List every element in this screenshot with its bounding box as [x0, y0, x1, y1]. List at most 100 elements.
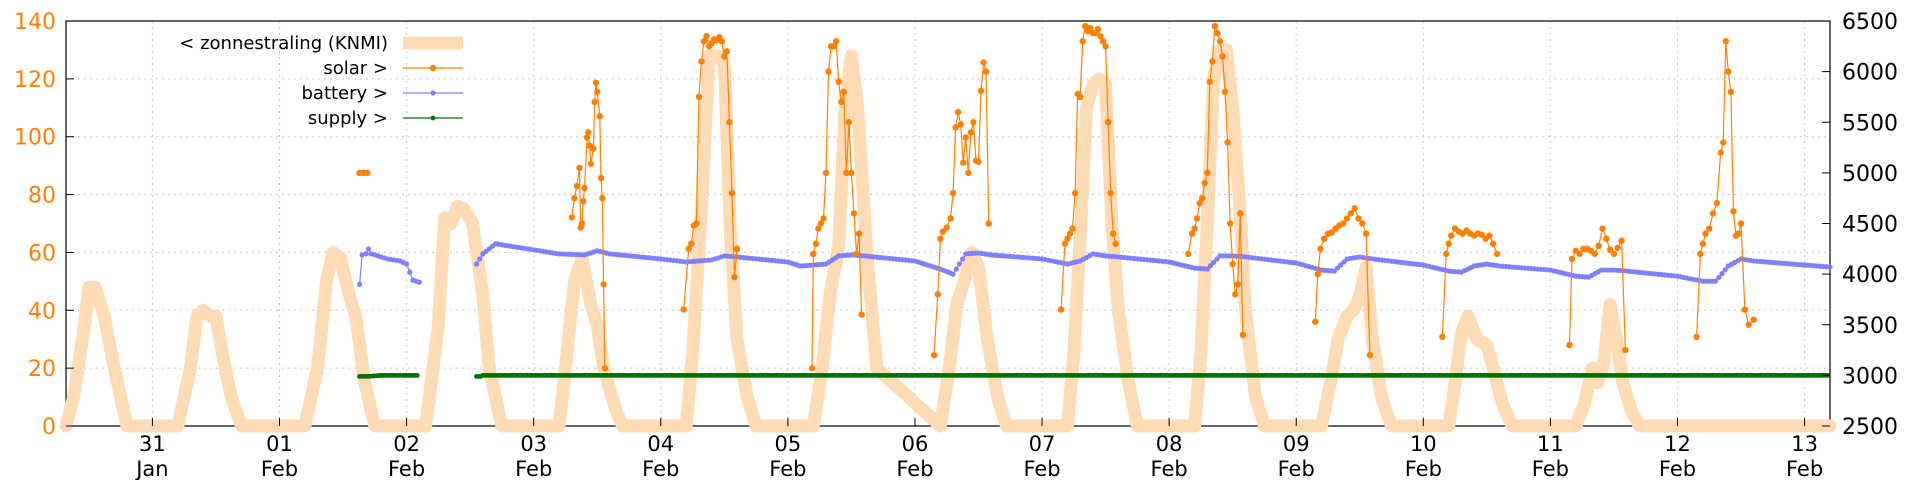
battery-point — [1207, 263, 1214, 269]
battery-point — [363, 251, 369, 257]
solar-point — [733, 245, 741, 253]
solar-point — [600, 281, 607, 288]
legend-swatch-point — [430, 90, 436, 96]
solar-point — [1439, 333, 1446, 341]
solar-point — [1206, 78, 1214, 85]
solar-line — [1187, 25, 1244, 335]
battery-point — [1722, 267, 1728, 273]
solar-point — [590, 145, 597, 152]
solar-point — [731, 273, 738, 281]
solar-point — [581, 184, 588, 192]
x-tick-day: 13 — [1791, 432, 1818, 456]
solar-point — [568, 214, 576, 221]
left-tick-label: 40 — [28, 299, 56, 324]
solar-point — [599, 194, 606, 202]
solar-point — [685, 245, 692, 253]
right-tick-label: 3500 — [1842, 314, 1898, 339]
solar-point — [845, 119, 853, 126]
x-tick-month: Feb — [1278, 457, 1315, 480]
solar-point — [1493, 250, 1501, 258]
x-tick-month: Feb — [1532, 457, 1569, 480]
solar-point — [1064, 235, 1071, 242]
solar-point — [1693, 333, 1700, 341]
solar-point — [1343, 215, 1351, 222]
right-tick-label: 4000 — [1842, 263, 1898, 288]
solar-point — [1196, 200, 1203, 207]
battery-point — [1713, 278, 1719, 284]
solar-point — [576, 164, 583, 172]
solar-point — [967, 129, 975, 136]
solar-point — [1566, 341, 1573, 349]
solar-point — [1232, 291, 1239, 298]
solar-point — [578, 220, 586, 227]
solar-point — [1320, 235, 1328, 242]
x-tick-day: 07 — [1029, 432, 1056, 456]
solar-point — [1591, 250, 1599, 258]
solar-point — [820, 215, 827, 222]
solar-point — [1234, 281, 1241, 288]
solar-point — [1061, 240, 1069, 247]
right-tick-label: 4500 — [1842, 213, 1898, 238]
solar-point — [1076, 93, 1084, 101]
solar-point — [1066, 230, 1074, 237]
solar-point — [1312, 318, 1319, 325]
solar-point — [695, 93, 703, 101]
solar-point — [1087, 24, 1094, 32]
solar-point — [954, 108, 962, 116]
solar-point — [1104, 119, 1112, 126]
supply-series — [357, 372, 1831, 379]
solar-point — [591, 98, 598, 106]
x-tick-day: 31 — [139, 432, 166, 456]
solar-point — [1204, 169, 1211, 177]
solar-point — [975, 158, 982, 165]
solar-point — [943, 224, 950, 231]
x-tick-month: Feb — [261, 457, 298, 480]
solar-point — [580, 198, 587, 205]
x-tick-day: 09 — [1283, 432, 1310, 456]
solar-point — [952, 124, 959, 131]
solar-point — [858, 311, 865, 318]
solar-point — [957, 121, 964, 128]
solar-point — [822, 169, 830, 177]
solar-point — [1239, 331, 1247, 339]
solar-point — [1328, 229, 1336, 236]
solar-point — [1237, 210, 1244, 217]
axes: 0204060801001201402500300035004000450050… — [14, 10, 1898, 480]
solar-point — [1193, 215, 1201, 222]
legend-label: < zonnestraling (KNMI) — [179, 33, 388, 54]
solar-point — [1188, 230, 1196, 237]
solar-point — [688, 240, 695, 247]
supply-point — [414, 372, 420, 378]
x-tick-day: 06 — [902, 432, 929, 456]
battery-point — [365, 246, 372, 252]
solar-point — [1102, 43, 1109, 50]
solar-point — [680, 306, 687, 313]
solar-point — [985, 220, 992, 227]
solar-point — [728, 189, 736, 197]
solar-point — [1595, 242, 1602, 249]
solar-point — [934, 291, 942, 298]
x-tick-day: 01 — [266, 432, 293, 456]
solar-point — [835, 78, 842, 85]
solar-point — [1720, 139, 1727, 146]
solar-point — [1110, 230, 1117, 237]
solar-series — [356, 22, 1757, 372]
solar-point — [817, 220, 825, 227]
x-tick-month: Feb — [388, 457, 425, 480]
battery-point — [1204, 266, 1210, 272]
x-tick-day: 04 — [647, 432, 674, 456]
solar-point — [850, 210, 858, 217]
solar-point — [597, 174, 605, 182]
solar-point — [1722, 38, 1729, 45]
solar-point — [364, 169, 371, 177]
solar-point — [1486, 232, 1493, 239]
battery-point — [1827, 264, 1833, 270]
solar-point — [832, 38, 840, 45]
left-tick-label: 20 — [28, 357, 56, 382]
solar-point — [949, 189, 957, 197]
x-tick-day: 12 — [1664, 432, 1691, 456]
right-tick-label: 3000 — [1842, 364, 1898, 389]
x-tick-month: Feb — [896, 457, 933, 480]
solar-point — [1614, 244, 1621, 251]
solar-point — [1097, 32, 1104, 40]
